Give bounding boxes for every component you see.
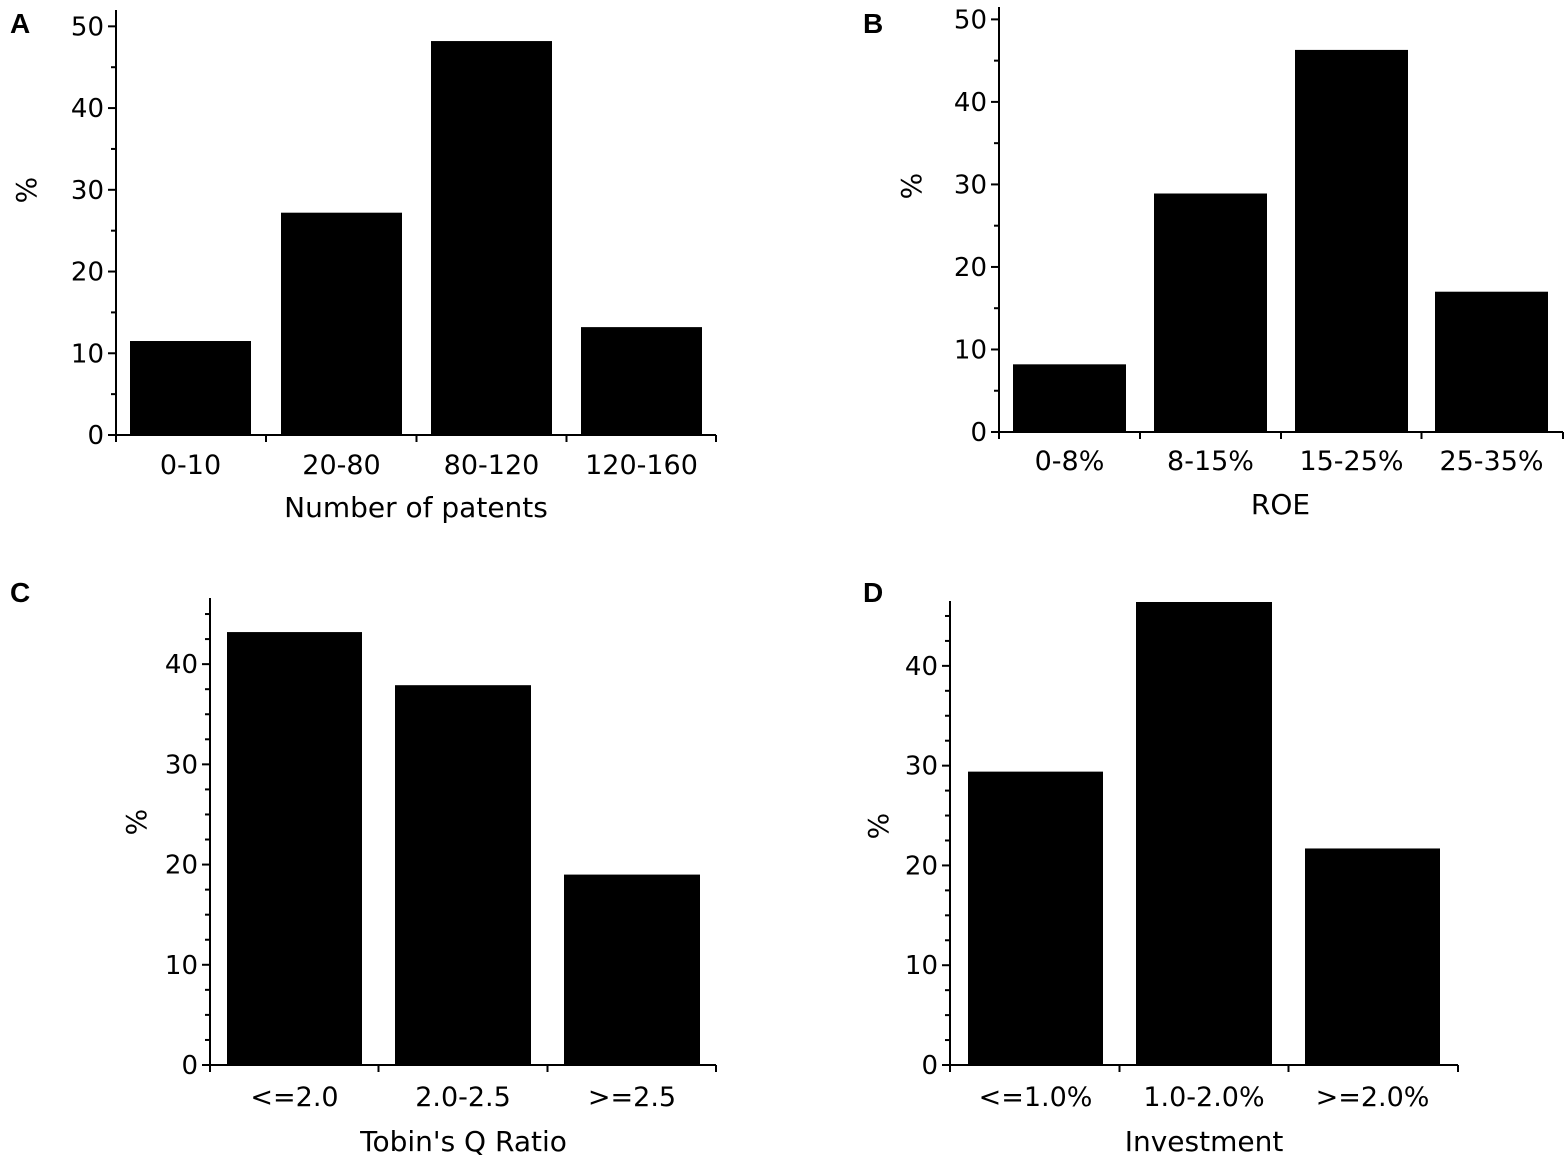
panel-a: A 0 10 20 30 40 50 0-10 20-80 80-120 120-160 Number… — [10, 8, 717, 524]
x-category-label: 0-8% — [1035, 446, 1105, 477]
y-tick-label: 20 — [954, 253, 987, 283]
y-tick-label: 0 — [181, 1051, 198, 1081]
bar-0-8% — [1013, 364, 1126, 432]
panel-letter: B — [863, 8, 883, 39]
x-category-label: 1.0-2.0% — [1143, 1082, 1264, 1113]
x-axis-title: Investment — [1125, 1125, 1284, 1158]
x-category-label: >=2.0% — [1316, 1082, 1430, 1113]
bar-25-35% — [1435, 291, 1548, 432]
bar-0-10 — [130, 341, 251, 435]
y-tick-label: 20 — [71, 258, 104, 288]
x-category-label: 20-80 — [302, 450, 380, 481]
y-tick-label: 10 — [71, 339, 104, 369]
y-tick-label: 30 — [905, 752, 938, 782]
bar-8-15% — [1154, 193, 1267, 432]
y-tick-label: 30 — [954, 170, 987, 200]
x-category-label: 2.0-2.5 — [415, 1082, 511, 1113]
x-category-label: 120-160 — [585, 450, 698, 481]
y-tick-label: 10 — [165, 951, 198, 981]
bar-80-120 — [431, 41, 552, 436]
y-axis-title: % — [120, 809, 153, 836]
bar-2.0-2.5 — [395, 685, 531, 1065]
y-tick-label: 10 — [954, 335, 987, 365]
bar-<=2.0 — [227, 632, 362, 1065]
y-tick-label: 40 — [905, 652, 938, 682]
panel-letter: D — [863, 577, 883, 608]
bar-1.0-2.0% — [1136, 601, 1272, 1065]
panel-letter: C — [10, 577, 30, 608]
y-axis-title: % — [895, 173, 928, 200]
y-tick-label: 30 — [165, 750, 198, 780]
x-category-label: 25-35% — [1439, 446, 1543, 477]
y-tick-label: 0 — [921, 1051, 938, 1081]
x-category-label: 15-25% — [1299, 446, 1403, 477]
x-category-label: 8-15% — [1167, 446, 1254, 477]
y-tick-label: 50 — [954, 5, 987, 35]
bar-15-25% — [1295, 49, 1408, 432]
y-tick-label: 50 — [71, 12, 104, 42]
x-axis-title: ROE — [1251, 488, 1310, 521]
y-axis-title: % — [862, 813, 895, 840]
bar-<=1.0% — [968, 771, 1103, 1065]
x-category-label: 80-120 — [444, 450, 540, 481]
bar->=2.0% — [1305, 848, 1440, 1065]
panel-letter: A — [10, 8, 30, 39]
x-category-label: <=1.0% — [979, 1082, 1093, 1113]
bar->=2.5 — [564, 874, 700, 1065]
y-tick-label: 10 — [905, 951, 938, 981]
panel-b: B 0 10 20 30 40 50 0-8% 8-15% 15-25% 25-35% ROE% — [863, 5, 1564, 521]
y-tick-label: 40 — [165, 650, 198, 680]
x-category-label: >=2.5 — [588, 1082, 676, 1113]
y-tick-label: 40 — [71, 94, 104, 124]
x-category-label: <=2.0 — [250, 1082, 338, 1113]
bar-20-80 — [281, 212, 402, 435]
y-axis-title: % — [10, 177, 43, 204]
y-tick-label: 20 — [165, 851, 198, 881]
y-tick-label: 0 — [87, 421, 104, 451]
y-tick-label: 30 — [71, 176, 104, 206]
y-tick-label: 40 — [954, 88, 987, 118]
x-axis-title: Number of patents — [284, 491, 548, 524]
bar-120-160 — [581, 327, 702, 435]
panel-d: D 0 10 20 30 40 <=1.0% 1.0-2.0% >=2.0% Investment… — [862, 577, 1459, 1158]
y-tick-label: 0 — [970, 418, 987, 448]
panel-c: C 0 10 20 30 40 <=2.0 2.0-2.5 >=2.5 Tobin's Q Rat… — [10, 577, 717, 1158]
x-category-label: 0-10 — [160, 450, 221, 481]
y-tick-label: 20 — [905, 851, 938, 881]
x-axis-title: Tobin's Q Ratio — [359, 1125, 567, 1158]
